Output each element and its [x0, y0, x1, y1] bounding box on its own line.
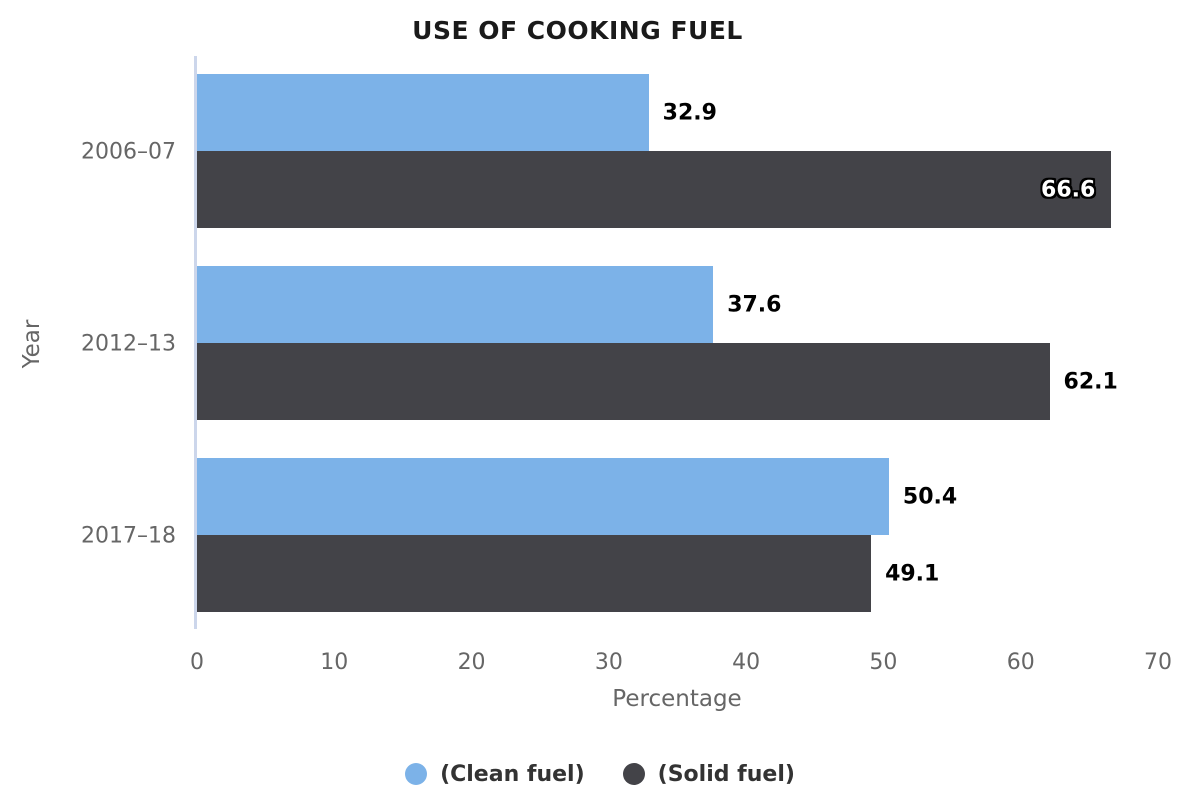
x-tick-label: 40 [732, 650, 761, 675]
legend-item-clean-fuel[interactable]: (Clean fuel) [405, 762, 585, 787]
value-label: 49.1 [885, 561, 940, 586]
category-label: 2017–18 [81, 523, 176, 549]
legend-marker-clean-fuel [405, 763, 428, 785]
legend-marker-solid-fuel [622, 763, 645, 785]
bar-clean-fuel[interactable] [197, 458, 889, 535]
x-tick-label: 0 [190, 650, 204, 675]
bar-clean-fuel[interactable] [197, 74, 649, 151]
y-axis-title: Year [19, 319, 45, 369]
x-tick-label: 50 [869, 650, 898, 675]
x-axis-title: Percentage [612, 686, 742, 712]
category-label: 2012–13 [81, 331, 176, 357]
bar-solid-fuel[interactable] [197, 151, 1112, 228]
y-axis-line [194, 56, 197, 629]
value-label: 37.6 [727, 292, 782, 317]
value-label: 50.4 [902, 484, 958, 509]
x-tick-label: 70 [1144, 650, 1172, 675]
value-label: 62.1 [1063, 369, 1118, 394]
value-label: 66.6 [1041, 177, 1096, 202]
bar-solid-fuel[interactable] [197, 343, 1050, 420]
chart-title: USE OF COOKING FUEL [412, 16, 743, 45]
category-label: 2006–07 [81, 139, 176, 165]
legend-label: (Solid fuel) [657, 761, 795, 787]
x-tick-label: 10 [320, 650, 349, 675]
x-tick-label: 20 [457, 650, 486, 675]
bar-clean-fuel[interactable] [197, 266, 714, 343]
x-tick-label: 30 [594, 650, 623, 675]
value-label: 32.9 [662, 100, 717, 125]
legend: (Clean fuel) (Solid fuel) [0, 752, 1200, 796]
legend-label: (Clean fuel) [440, 761, 585, 787]
bar-solid-fuel[interactable] [197, 535, 872, 612]
x-tick-label: 60 [1006, 650, 1035, 675]
legend-item-solid-fuel[interactable]: (Solid fuel) [622, 761, 795, 787]
